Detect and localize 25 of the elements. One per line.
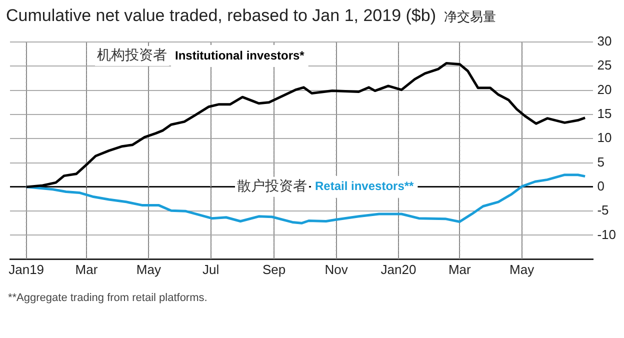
text: **Aggregate trading from retail platforms.	[8, 292, 208, 304]
annotation: 散户投资者	[237, 178, 307, 195]
y-tick-label: 5	[597, 154, 604, 170]
x-tick-label: Sep	[262, 262, 286, 277]
x-tick-label: Jul	[202, 262, 220, 277]
y-tick-label: 25	[597, 58, 612, 73]
y-tick-label: 20	[597, 82, 612, 97]
x-tick-label: Mar	[75, 262, 98, 277]
x-tick-label: Mar	[448, 262, 472, 277]
y-tick-label: 30	[597, 34, 612, 49]
series-label: Retail investors**	[315, 179, 414, 194]
x-tick-label: Jan20	[380, 262, 416, 277]
x-tick-label: Jan19	[8, 262, 44, 277]
x-tick-label: Nov	[324, 262, 348, 277]
y-tick-label: -10	[597, 226, 616, 242]
chart-subtitle: 净交易量	[444, 10, 496, 25]
y-tick-label: 10	[597, 130, 612, 146]
y-tick-label: 0	[597, 178, 604, 194]
chart-title: Cumulative net value traded, rebased to Jan 1, 2019 ($b)	[6, 6, 436, 25]
y-tick-label: 15	[597, 106, 612, 122]
text: Institutional investors*	[175, 48, 305, 62]
annotation: 机构投资者	[97, 48, 167, 64]
y-tick-label: -5	[597, 202, 609, 218]
x-tick-label: May	[136, 262, 162, 277]
x-tick-label: May	[510, 262, 535, 277]
